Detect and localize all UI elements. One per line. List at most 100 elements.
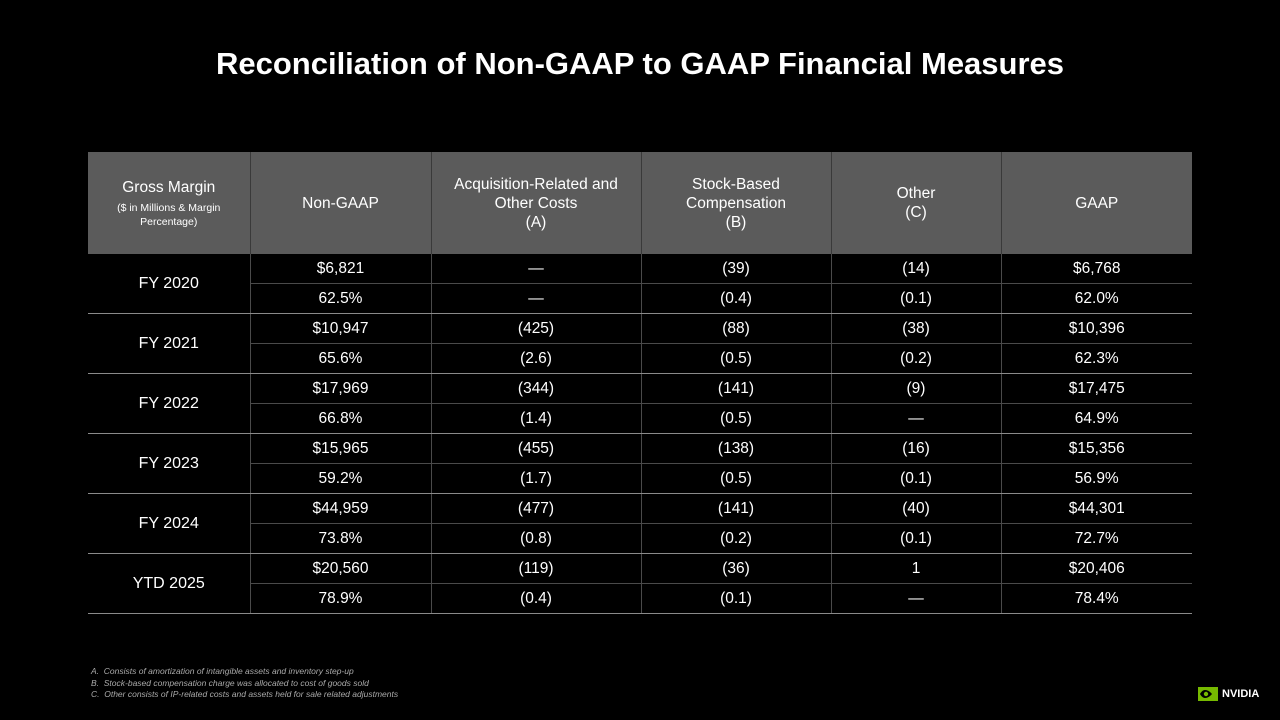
group-label: FY 2023 [88, 433, 250, 494]
header-cell: Gross Margin ($ in Millions & Margin Perc… [88, 152, 250, 254]
table-cell: (455) [430, 433, 641, 464]
header-cell: Acquisition-Related and Other Costs (A) [430, 152, 641, 254]
table-cell: 62.3% [1000, 343, 1192, 374]
table-cell: (141) [640, 493, 831, 524]
footnote: B. Stock-based compensation charge was a… [91, 678, 398, 690]
table-cell: 62.5% [249, 283, 431, 314]
header-label: GAAP [1075, 194, 1119, 212]
footnote-letter: C. [91, 689, 100, 699]
table-cell: 64.9% [1000, 403, 1192, 434]
header-note: (B) [725, 213, 747, 231]
table-row: 66.8% (1.4) (0.5) —64.9% [88, 403, 1192, 434]
table-cell: $44,959 [249, 493, 431, 524]
table-cell: (2.6) [430, 343, 641, 374]
table-cell: (1.7) [430, 463, 641, 494]
table-body: FY 2020 $6,821— (39) (14) $6,768 62.5% — (0.4)(… [88, 254, 1192, 614]
table-cell: (0.8) [430, 523, 641, 554]
table-cell: (0.2) [640, 523, 831, 554]
table-cell: (477) [430, 493, 641, 524]
table-cell: $20,560 [249, 553, 431, 584]
header-cell: Non-GAAP [249, 152, 431, 254]
table-cell: (138) [640, 433, 831, 464]
table-cell: 78.4% [1000, 583, 1192, 614]
table-row: YTD 2025 $20,560 (119) (36) 1 $20,406 [88, 553, 1192, 614]
table-cell: $20,406 [1000, 553, 1192, 584]
table-cell: 72.7% [1000, 523, 1192, 554]
footnote: A. Consists of amortization of intangibl… [91, 666, 398, 678]
table-cell: $15,356 [1000, 433, 1192, 464]
table-row: FY 2020 $6,821— (39) (14) $6,768 [88, 254, 1192, 314]
header-cell: Stock-Based Compensation (B) [640, 152, 831, 254]
footnote-letter: A. [91, 666, 100, 676]
table-row: FY 2022 $17,969 (344) (141) (9) $17,475 [88, 373, 1192, 434]
footnote-letter: B. [91, 677, 100, 688]
table-cell: (38) [830, 313, 1001, 344]
footnote-text: Other consists of IP-related costs and a… [104, 689, 399, 699]
header-note: (A) [525, 213, 547, 231]
table-cell: (9) [830, 373, 1001, 404]
table-cell: $44,301 [1000, 493, 1192, 524]
table-cell: (36) [640, 553, 831, 584]
table-cell: (344) [430, 373, 641, 404]
title: Reconciliation of Non-GAAP to GAAP Finan… [215, 46, 1065, 81]
table-cell: 62.0% [1000, 283, 1192, 314]
header-cell: GAAP [1000, 152, 1192, 254]
table-cell: 66.8% [249, 403, 431, 434]
table-row: 78.9% (0.4) (0.1) —78.4% [88, 583, 1192, 614]
table-cell: (0.1) [830, 283, 1001, 314]
header-label: Stock-Based Compensation [686, 175, 786, 212]
table-cell: (425) [430, 313, 641, 344]
table-cell: — [830, 583, 1001, 614]
table-cell: (0.1) [830, 523, 1001, 554]
table-cell: — [430, 254, 641, 284]
table-cell: (0.5) [640, 403, 831, 434]
table-cell: (0.4) [640, 283, 831, 314]
logo-text: NVIDIA [1222, 688, 1260, 700]
table-cell: (141) [640, 373, 831, 404]
header-label: Acquisition-Related and Other Costs [454, 175, 618, 212]
footnote-text: Consists of amortization of intangible a… [103, 666, 354, 676]
table-cell: (1.4) [430, 403, 641, 434]
table-cell: 56.9% [1000, 463, 1192, 494]
table-cell: (0.1) [830, 463, 1001, 494]
group-label: FY 2024 [88, 493, 250, 554]
table-row: FY 2021 $10,947 (425) (88) (38) $10,396 [88, 313, 1192, 374]
table-cell: 73.8% [249, 523, 431, 554]
group-label: FY 2022 [88, 373, 250, 434]
table-cell: (39) [640, 254, 831, 284]
reconciliation-table: Gross Margin ($ in Millions & Margin Perc… [88, 152, 1192, 614]
footnotes: A. Consists of amortization of intangibl… [91, 666, 398, 701]
table-cell: $6,768 [1000, 254, 1192, 284]
footnote: C. Other consists of IP-related costs an… [91, 689, 398, 701]
table-row: 73.8% (0.8) (0.2) (0.1) 72.7% [88, 523, 1192, 554]
table-cell: (40) [830, 493, 1001, 524]
table-cell: (119) [430, 553, 641, 584]
table-cell: 65.6% [249, 343, 431, 374]
header-row: Gross Margin ($ in Millions & Margin Perc… [88, 152, 1192, 254]
table-row: FY 2023 $15,965 (455) (138) (16) $15,356 [88, 433, 1192, 494]
table-cell: — [430, 283, 641, 314]
logo: NVIDIA [1198, 687, 1259, 701]
group-label: FY 2021 [88, 313, 250, 374]
table-cell: (14) [830, 254, 1001, 284]
table-cell: $6,821 [249, 254, 431, 284]
header-label: Gross Margin [122, 178, 216, 196]
table-row: 62.5% — (0.4) (0.1) 62.0% [88, 283, 1192, 314]
header-label: Non-GAAP [302, 194, 379, 212]
table-cell: — [830, 403, 1001, 434]
table-row: 59.2% (1.7) (0.5) (0.1) 56.9% [88, 463, 1192, 494]
table-cell: $10,396 [1000, 313, 1192, 344]
table-cell: (0.4) [430, 583, 641, 614]
header-note: ($ in Millions & Margin Percentage) [117, 201, 221, 228]
group-label: YTD 2025 [88, 553, 250, 614]
table-cell: $15,965 [249, 433, 431, 464]
header-cell: Other (C) [830, 152, 1001, 254]
table-cell: $17,969 [249, 373, 431, 404]
table-cell: $10,947 [249, 313, 431, 344]
table-cell: (0.1) [640, 583, 831, 614]
logo-icon [1198, 687, 1218, 701]
table-cell: (0.5) [640, 343, 831, 374]
table-cell: $17,475 [1000, 373, 1192, 404]
table-row: FY 2024 $44,959 (477) (141) (40) $44,301 [88, 493, 1192, 554]
